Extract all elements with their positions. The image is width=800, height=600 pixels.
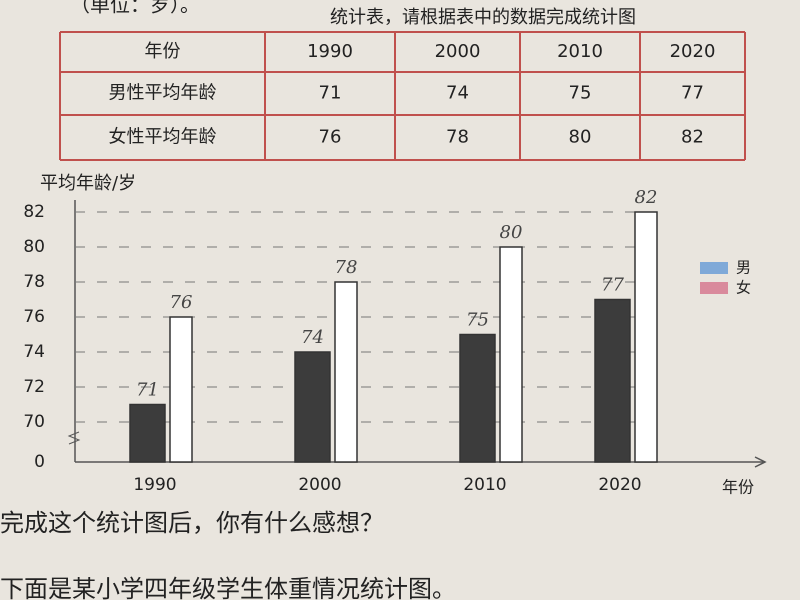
- x-tick-label: 1990: [133, 475, 176, 495]
- x-tick-label: 2020: [598, 475, 641, 495]
- header-text: 统计表，请根据表中的数据完成统计图: [330, 7, 636, 28]
- bar: [169, 316, 193, 463]
- bar: [459, 333, 496, 463]
- table-cell: 74: [446, 83, 469, 104]
- header: （单位：岁）。 统计表，请根据表中的数据完成统计图: [70, 0, 636, 28]
- y-tick-label: 0: [34, 452, 45, 472]
- y-axis-label: 平均年龄/岁: [40, 173, 136, 194]
- legend-swatch: [700, 262, 728, 274]
- header-text: （单位：岁）。: [70, 0, 200, 17]
- bar: [294, 351, 331, 463]
- table-cell: 80: [569, 127, 592, 148]
- y-tick-label: 76: [23, 307, 45, 327]
- x-axis-label: 年份: [722, 478, 754, 497]
- data-label: 82: [635, 187, 658, 208]
- chart: 平均年龄/岁年份 0 70 72 74 76 78 80 82 1990 2000 2010 2020 7…: [23, 173, 767, 497]
- x-tick-label: 2010: [463, 475, 506, 495]
- table-cell: 男性平均年龄: [109, 83, 217, 104]
- bar: [634, 211, 658, 463]
- footer-text: 完成这个统计图后，你有什么感想？: [0, 509, 384, 537]
- table-cell: 2000: [435, 41, 481, 62]
- y-tick-label: 70: [23, 412, 45, 432]
- footer: 完成这个统计图后，你有什么感想？ 下面是某小学四年级学生体重情况统计图。: [0, 509, 456, 600]
- table-cell: 75: [569, 83, 592, 104]
- data-label: 77: [601, 275, 624, 296]
- axis-break: [67, 431, 81, 445]
- legend-swatch: [700, 282, 728, 294]
- legend-label: 男: [736, 259, 751, 277]
- bar: [129, 403, 166, 463]
- table-cell: 年份: [145, 41, 181, 62]
- table-cell: 1990: [307, 41, 353, 62]
- data-label: 71: [136, 380, 159, 401]
- data-label: 80: [500, 222, 523, 243]
- bar: [594, 298, 631, 463]
- data-label: 78: [335, 257, 358, 278]
- y-tick-label: 74: [23, 342, 45, 362]
- table-cell: 2020: [670, 41, 716, 62]
- footer-text: 下面是某小学四年级学生体重情况统计图。: [0, 575, 456, 600]
- data-label: 75: [466, 310, 489, 331]
- data-label: 74: [301, 327, 324, 348]
- table-cell: 71: [319, 83, 342, 104]
- y-tick-label: 80: [23, 237, 45, 257]
- y-tick-label: 72: [23, 377, 45, 397]
- table-cell: 77: [681, 83, 704, 104]
- bar: [499, 246, 523, 463]
- table-cell: 76: [319, 127, 342, 148]
- table-cell: 82: [681, 127, 704, 148]
- table-cell: 78: [446, 127, 469, 148]
- table: 年份 1990 2000 2010 2020 男性平均年龄 71 74 75 77 女性平均年龄 76…: [59, 31, 746, 161]
- y-tick-label: 78: [23, 272, 45, 292]
- table-cell: 女性平均年龄: [109, 127, 217, 148]
- table-cell: 2010: [557, 41, 603, 62]
- y-tick-label: 82: [23, 202, 45, 222]
- arrow: [754, 456, 767, 468]
- bar: [334, 281, 358, 463]
- x-tick-label: 2000: [298, 475, 341, 495]
- legend-label: 女: [736, 279, 751, 297]
- data-label: 76: [170, 292, 193, 313]
